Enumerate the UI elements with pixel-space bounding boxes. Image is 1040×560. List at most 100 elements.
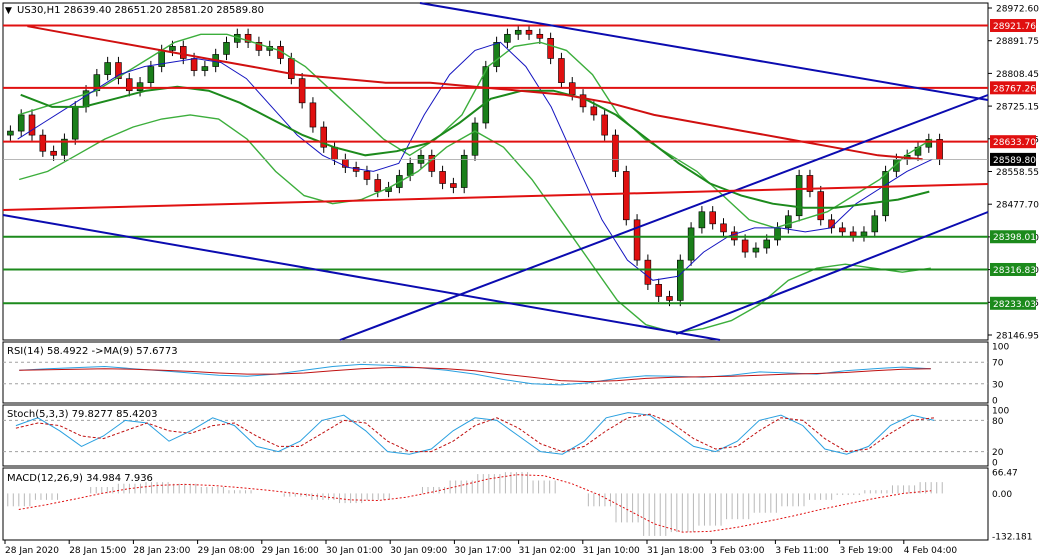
candle-bear[interactable] bbox=[655, 284, 662, 297]
candle-bull[interactable] bbox=[514, 29, 522, 35]
chart-header: US30,H1 28639.40 28651.20 28581.20 28589… bbox=[17, 5, 264, 16]
level-tag: 28767.26 bbox=[993, 84, 1036, 94]
candle-bear[interactable] bbox=[709, 211, 716, 225]
candle-bear[interactable] bbox=[558, 58, 565, 83]
candle-bull[interactable] bbox=[493, 42, 500, 67]
candle-bear[interactable] bbox=[363, 171, 371, 180]
candle-bull[interactable] bbox=[223, 42, 230, 55]
price-tick-label: 28725.15 bbox=[996, 103, 1039, 113]
candle-bear[interactable] bbox=[190, 58, 198, 71]
candle-bear[interactable] bbox=[806, 175, 814, 192]
candle-bear[interactable] bbox=[644, 259, 652, 285]
candle-bear[interactable] bbox=[320, 126, 328, 148]
price-tick-label: 28477.70 bbox=[996, 201, 1039, 211]
candle-bull[interactable] bbox=[136, 82, 144, 92]
candle-bear[interactable] bbox=[601, 114, 608, 136]
stoch-tick-label: 100 bbox=[992, 407, 1009, 417]
bollinger-upper-line bbox=[17, 33, 933, 229]
time-tick-label: 3 Feb 11:00 bbox=[775, 546, 829, 556]
candle-bear[interactable] bbox=[590, 106, 598, 116]
candle-bear[interactable] bbox=[547, 38, 554, 59]
candle-bear[interactable] bbox=[28, 114, 36, 136]
candle-bear[interactable] bbox=[50, 150, 57, 156]
trendline-upper-channel-bottom[interactable] bbox=[2, 214, 721, 341]
time-axis: 28 Jan 2020 28 Jan 15:00 28 Jan 23:00 29 Ja… bbox=[4, 540, 957, 556]
candle-bear[interactable] bbox=[39, 134, 47, 152]
candle-bull[interactable] bbox=[860, 231, 868, 237]
macd-tick-label: 0.00 bbox=[992, 490, 1012, 500]
rsi-tick-label: 0 bbox=[992, 397, 998, 407]
candle-bull[interactable] bbox=[882, 171, 889, 217]
ma-200-line bbox=[27, 25, 923, 161]
time-tick-label: 3 Feb 03:00 bbox=[711, 546, 765, 556]
candle-bull[interactable] bbox=[785, 215, 792, 229]
level-tag-bg bbox=[990, 296, 1036, 310]
candle-bear[interactable] bbox=[374, 179, 382, 192]
candle-bull[interactable] bbox=[698, 211, 706, 229]
macd-pane[interactable] bbox=[2, 467, 989, 541]
candle-bear[interactable] bbox=[428, 154, 436, 172]
candle-bear[interactable] bbox=[309, 102, 317, 128]
price-tick-label: 28972.60 bbox=[996, 5, 1039, 15]
candle-bear[interactable] bbox=[839, 227, 846, 233]
candle-bear[interactable] bbox=[439, 171, 446, 184]
candle-bull[interactable] bbox=[201, 66, 209, 71]
candle-bull[interactable] bbox=[774, 227, 781, 241]
candle-bull[interactable] bbox=[147, 66, 155, 83]
candle-bear[interactable] bbox=[579, 94, 587, 108]
current-price-tag-bg bbox=[990, 152, 1036, 166]
time-tick-label: 28 Jan 15:00 bbox=[69, 546, 126, 556]
candle-bull[interactable] bbox=[7, 130, 14, 136]
candle-bear[interactable] bbox=[450, 183, 457, 188]
level-tag-bg bbox=[990, 19, 1036, 33]
rsi-pane[interactable] bbox=[2, 341, 989, 404]
candle-bull[interactable] bbox=[460, 154, 468, 188]
trendline-red-support[interactable] bbox=[2, 183, 989, 211]
time-tick-label: 30 Jan 17:00 bbox=[454, 546, 511, 556]
trendline-upper-channel-top[interactable] bbox=[419, 2, 989, 101]
candle-bear[interactable] bbox=[255, 42, 263, 51]
candle-bull[interactable] bbox=[687, 227, 695, 261]
candle-bull[interactable] bbox=[169, 46, 176, 51]
symbol-arrow[interactable]: ▼ bbox=[5, 6, 12, 16]
candle-bull[interactable] bbox=[752, 247, 760, 253]
candle-bull[interactable] bbox=[763, 239, 770, 249]
candle-bull[interactable] bbox=[677, 259, 684, 301]
candle-bull[interactable] bbox=[504, 33, 511, 43]
level-tags: 28921.76 28767.26 28633.70 28398.01 28316.83… bbox=[990, 19, 1036, 310]
candle-bear[interactable] bbox=[525, 29, 533, 35]
candle-bear[interactable] bbox=[536, 33, 544, 39]
rsi-tick-label: 100 bbox=[992, 343, 1009, 353]
candle-bear[interactable] bbox=[622, 171, 630, 221]
trendline-rising-bottom[interactable] bbox=[675, 211, 989, 335]
candle-bull[interactable] bbox=[104, 62, 111, 75]
candle-bear[interactable] bbox=[666, 296, 673, 301]
candle-bull[interactable] bbox=[71, 106, 79, 140]
candle-bear[interactable] bbox=[817, 191, 825, 221]
candle-bull[interactable] bbox=[406, 163, 414, 176]
candle-bear[interactable] bbox=[849, 231, 857, 237]
candle-bear[interactable] bbox=[180, 46, 187, 59]
time-tick-label: 29 Jan 08:00 bbox=[198, 546, 255, 556]
rsi-ma-line bbox=[19, 367, 931, 383]
candle-bear[interactable] bbox=[720, 223, 727, 233]
candle-bull[interactable] bbox=[471, 122, 479, 156]
candle-bear[interactable] bbox=[741, 239, 749, 253]
candle-bear[interactable] bbox=[244, 33, 252, 43]
candle-bull[interactable] bbox=[795, 175, 803, 217]
candle-bull[interactable] bbox=[61, 138, 68, 156]
candle-bear[interactable] bbox=[288, 58, 295, 79]
level-tag-bg bbox=[990, 230, 1036, 244]
candle-bear[interactable] bbox=[331, 146, 338, 160]
candle-bear[interactable] bbox=[298, 78, 306, 104]
candle-bull[interactable] bbox=[482, 66, 490, 124]
candle-bear[interactable] bbox=[633, 219, 641, 261]
candle-bear[interactable] bbox=[125, 78, 133, 92]
trendline-rising-top[interactable] bbox=[339, 94, 989, 341]
candle-bear[interactable] bbox=[612, 134, 619, 172]
candle-bear[interactable] bbox=[115, 62, 122, 79]
candle-bull[interactable] bbox=[871, 215, 879, 233]
stoch-pane[interactable] bbox=[2, 404, 989, 467]
candle-bull[interactable] bbox=[17, 114, 25, 132]
